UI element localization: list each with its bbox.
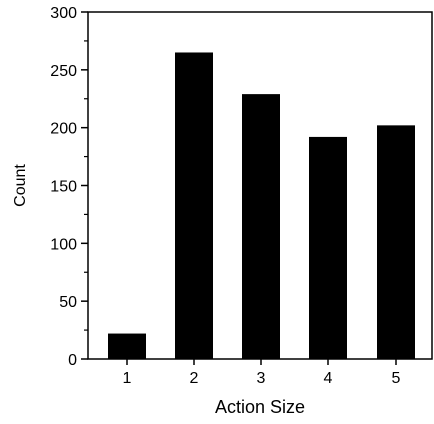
bar-4 [309,136,347,359]
y-tick-label-200: 200 [50,121,77,138]
y-tick-label-300: 300 [50,5,77,22]
y-tick-label-250: 250 [50,63,77,80]
y-tick-label-150: 150 [50,179,77,196]
bars-layer [108,52,415,359]
y-tick-label-100: 100 [50,236,77,253]
bar-5 [377,125,415,359]
x-tick-label-1: 1 [123,370,132,387]
x-tick-label-4: 4 [324,370,333,387]
y-tick-label-50: 50 [59,294,77,311]
x-tick-label-3: 3 [257,370,266,387]
y-tick-label-0: 0 [68,352,77,369]
x-tick-label-2: 2 [190,370,199,387]
x-axis-title: Action Size [215,397,305,417]
x-tick-label-5: 5 [392,370,401,387]
y-axis-title: Count [12,164,29,207]
bar-2 [175,52,213,359]
ticks-layer: 0 50 100 150 200 250 300 1 2 3 4 5 [50,5,400,387]
bar-1 [108,333,146,359]
bar-3 [242,94,280,359]
